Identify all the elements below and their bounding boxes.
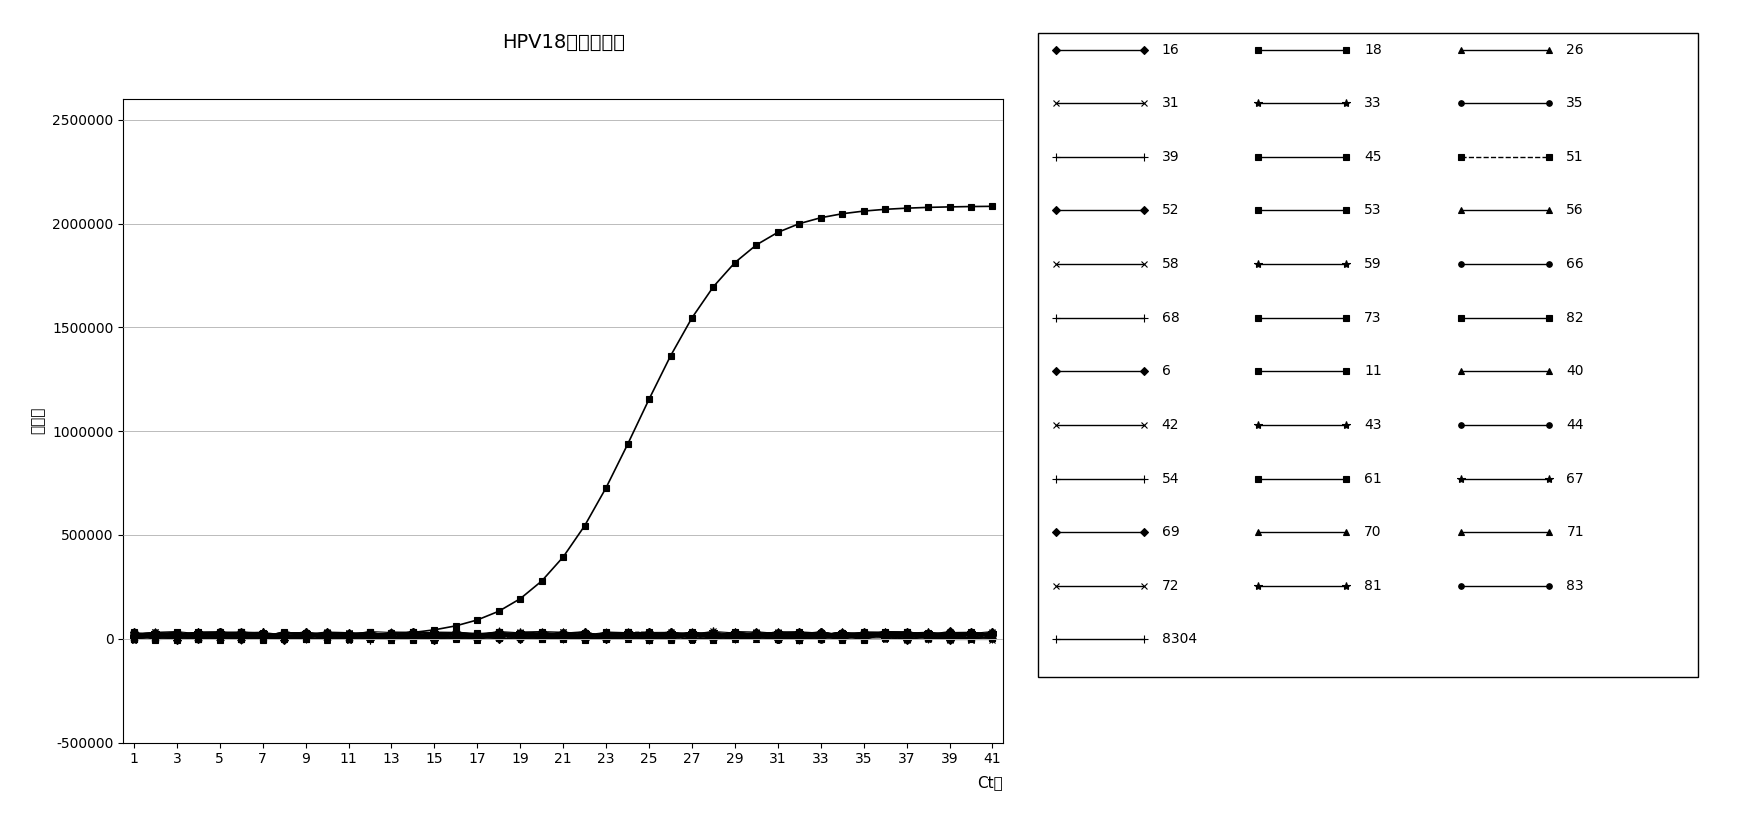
Text: 61: 61 [1364, 472, 1382, 485]
Text: 83: 83 [1566, 579, 1584, 592]
Y-axis label: 荧光値: 荧光値 [30, 407, 46, 435]
Text: 82: 82 [1566, 311, 1584, 324]
Text: 70: 70 [1364, 526, 1382, 539]
Text: 66: 66 [1566, 257, 1584, 271]
Text: 72: 72 [1162, 579, 1179, 592]
Text: Ct値: Ct値 [977, 776, 1003, 790]
Text: 67: 67 [1566, 472, 1584, 485]
Text: 69: 69 [1162, 526, 1179, 539]
Text: 33: 33 [1364, 97, 1382, 110]
Text: 68: 68 [1162, 311, 1179, 324]
Text: 59: 59 [1364, 257, 1382, 271]
Text: 81: 81 [1364, 579, 1382, 592]
Text: 54: 54 [1162, 472, 1179, 485]
Text: 16: 16 [1162, 43, 1179, 56]
Text: 31: 31 [1162, 97, 1179, 110]
Text: 6: 6 [1162, 365, 1170, 378]
Text: 51: 51 [1566, 150, 1584, 163]
Text: 42: 42 [1162, 418, 1179, 431]
Text: 52: 52 [1162, 204, 1179, 217]
Text: 35: 35 [1566, 97, 1584, 110]
Text: 73: 73 [1364, 311, 1382, 324]
Text: 11: 11 [1364, 365, 1382, 378]
Text: 40: 40 [1566, 365, 1584, 378]
Text: 43: 43 [1364, 418, 1382, 431]
Text: 39: 39 [1162, 150, 1179, 163]
Text: 18: 18 [1364, 43, 1382, 56]
Text: 56: 56 [1566, 204, 1584, 217]
Text: 58: 58 [1162, 257, 1179, 271]
Text: 53: 53 [1364, 204, 1382, 217]
Text: 45: 45 [1364, 150, 1382, 163]
Text: 26: 26 [1566, 43, 1584, 56]
Text: 8304: 8304 [1162, 633, 1197, 646]
Text: 44: 44 [1566, 418, 1584, 431]
Text: 71: 71 [1566, 526, 1584, 539]
Text: HPV18型探针试验: HPV18型探针试验 [502, 33, 625, 52]
